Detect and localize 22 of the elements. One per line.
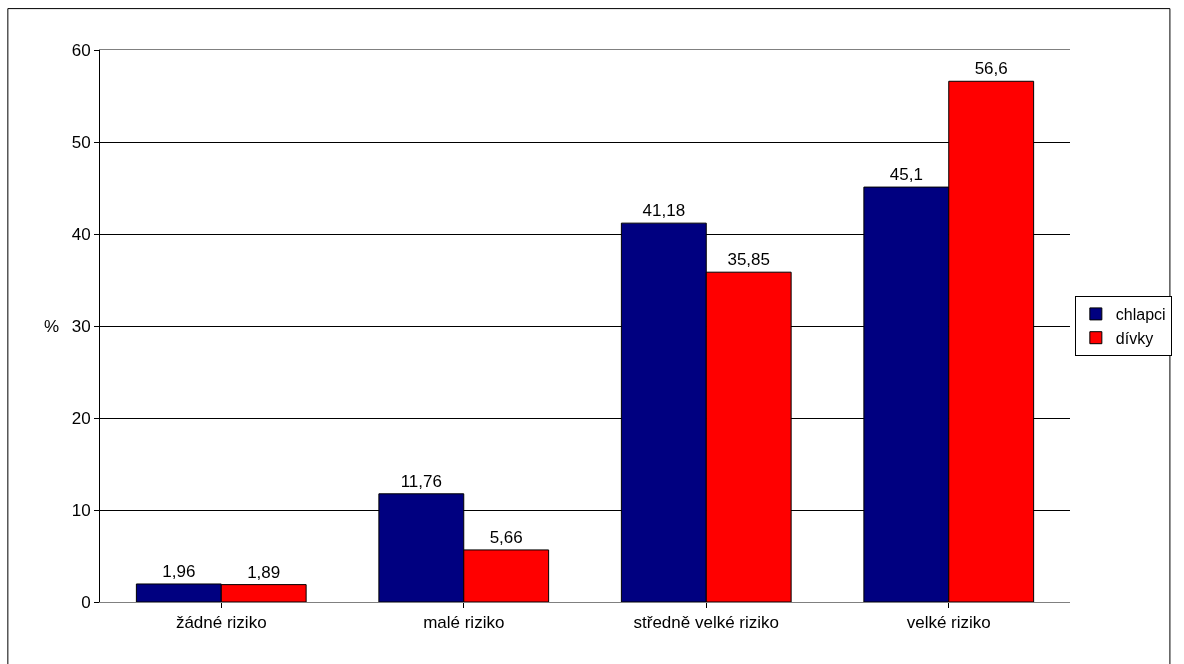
x-tick-label: velké riziko	[906, 613, 991, 633]
legend-label: dívky	[1115, 329, 1154, 347]
y-tick-label: 10	[71, 500, 91, 520]
data-label: 5,66	[489, 527, 523, 547]
y-tick-label: 50	[71, 132, 91, 152]
x-tick-label: středně velké riziko	[633, 613, 780, 633]
y-tick-label: 0	[81, 592, 91, 612]
y-tick-label: 20	[71, 408, 91, 428]
data-label: 41,18	[642, 201, 686, 221]
data-label: 56,6	[974, 59, 1008, 79]
y-tick-label: 30	[71, 316, 91, 336]
data-label: 45,1	[889, 165, 923, 185]
data-label: 1,96	[162, 561, 196, 581]
data-label: 35,85	[727, 250, 770, 270]
legend-label: chlapci	[1115, 306, 1166, 324]
y-axis-title: %	[44, 317, 60, 336]
y-tick-label: 40	[71, 224, 91, 244]
data-label: 11,76	[400, 471, 442, 491]
x-tick-label: malé riziko	[423, 613, 505, 633]
x-tick-label: žádné riziko	[175, 613, 267, 633]
y-tick-label: 60	[71, 40, 91, 60]
data-label: 1,89	[247, 562, 281, 582]
